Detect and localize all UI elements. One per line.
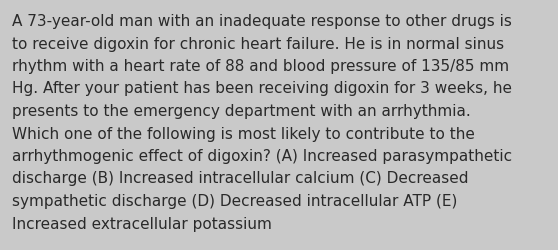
Text: A 73-year-old man with an inadequate response to other drugs is: A 73-year-old man with an inadequate res… [12,14,512,29]
Text: Increased extracellular potassium: Increased extracellular potassium [12,216,272,230]
Text: rhythm with a heart rate of 88 and blood pressure of 135/85 mm: rhythm with a heart rate of 88 and blood… [12,59,509,74]
Text: discharge (B) Increased intracellular calcium (C) Decreased: discharge (B) Increased intracellular ca… [12,171,469,186]
Text: Which one of the following is most likely to contribute to the: Which one of the following is most likel… [12,126,475,141]
Text: Hg. After your patient has been receiving digoxin for 3 weeks, he: Hg. After your patient has been receivin… [12,81,512,96]
Text: presents to the emergency department with an arrhythmia.: presents to the emergency department wit… [12,104,471,118]
Text: sympathetic discharge (D) Decreased intracellular ATP (E): sympathetic discharge (D) Decreased intr… [12,193,458,208]
Text: to receive digoxin for chronic heart failure. He is in normal sinus: to receive digoxin for chronic heart fai… [12,36,504,51]
Text: arrhythmogenic effect of digoxin? (A) Increased parasympathetic: arrhythmogenic effect of digoxin? (A) In… [12,148,512,163]
